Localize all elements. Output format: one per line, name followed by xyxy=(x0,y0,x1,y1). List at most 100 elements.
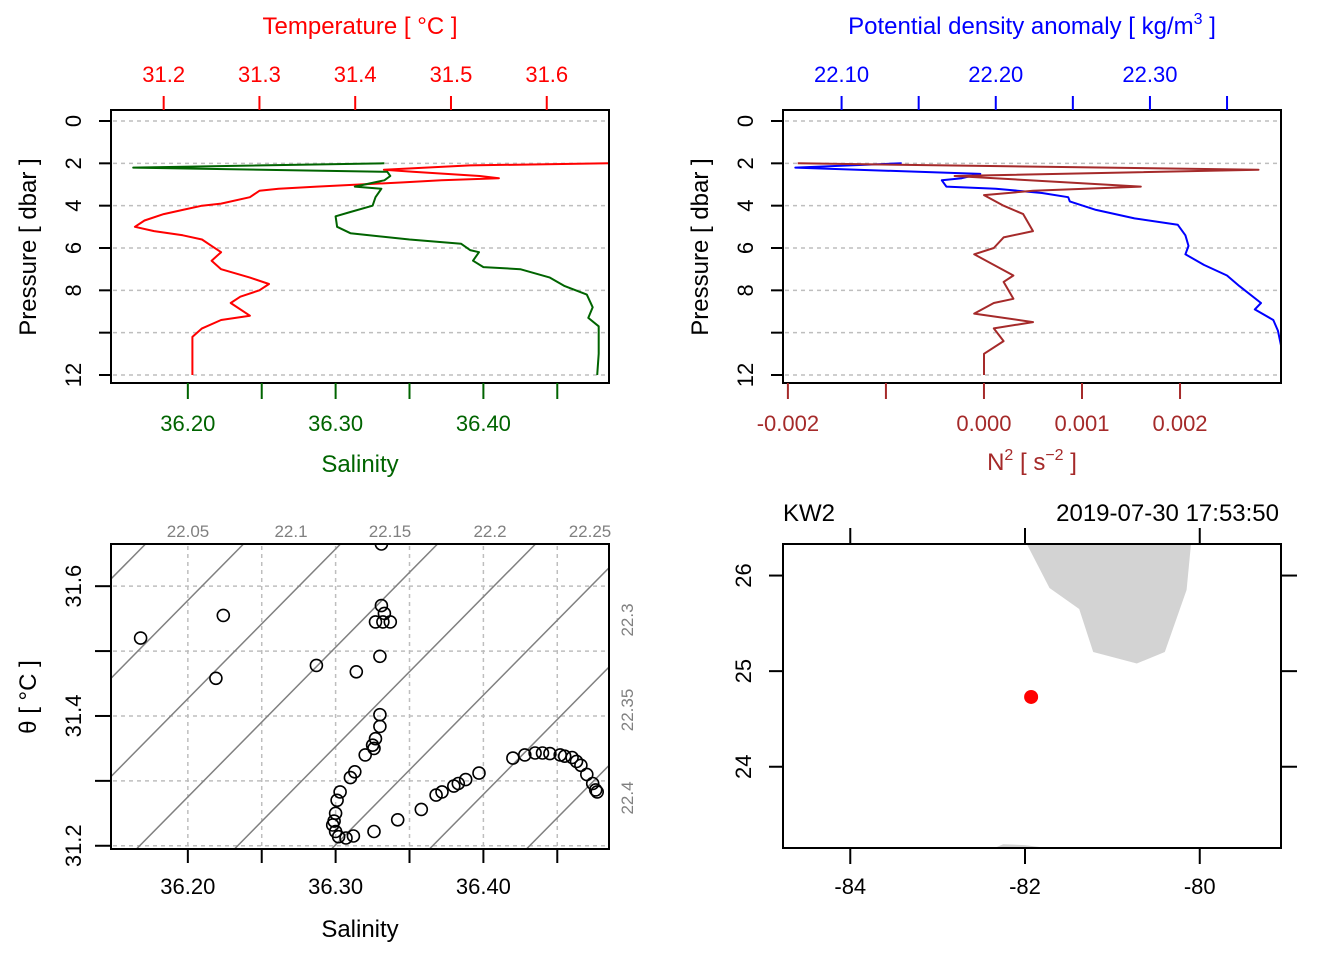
salinity-tick-label: 36.20 xyxy=(160,874,215,899)
isopycnal-line xyxy=(525,764,609,849)
ts-point xyxy=(367,824,381,839)
top-tick-label: 31.3 xyxy=(238,62,281,87)
pressure-axis-title: Pressure [ dbar ] xyxy=(15,158,42,335)
isopycnal-line xyxy=(111,544,245,680)
ts-point xyxy=(358,748,373,762)
ts-point xyxy=(368,615,383,629)
pressure-tick-label: 12 xyxy=(61,363,86,387)
potential-density-anomaly-line xyxy=(794,162,1282,375)
bottom-tick-label: 36.30 xyxy=(308,411,363,436)
theta-axis-title: θ [ °C ] xyxy=(15,660,42,734)
temperature-line xyxy=(133,162,610,375)
isopycnal-labels: 22.05 22.1 22.15 22.2 22.25 22.3 22.35 22.4 xyxy=(167,522,637,815)
pressure-axis: 0 2 4 6 8 12 xyxy=(61,115,111,387)
isopycnal-label: 22.4 xyxy=(618,781,637,814)
salinity-tick-label: 36.30 xyxy=(308,874,363,899)
top-tick-label: 31.6 xyxy=(525,62,568,87)
ts-point xyxy=(331,829,346,844)
pressure-tick-label: 12 xyxy=(733,363,758,387)
top-tick-label: 22.30 xyxy=(1122,62,1177,87)
ts-point xyxy=(451,776,466,791)
top-tick-label: 22.20 xyxy=(968,62,1023,87)
pressure-tick-label: 2 xyxy=(733,157,758,169)
ts-point xyxy=(373,719,387,734)
theta-tick-label: 31.6 xyxy=(61,565,86,608)
ts-point xyxy=(376,615,390,629)
ts-gridlines xyxy=(113,546,607,847)
isopycnal-label: 22.25 xyxy=(569,522,612,541)
isopycnal-line xyxy=(135,544,439,849)
ts-point xyxy=(373,707,387,722)
salinity-line xyxy=(132,162,600,376)
pressure-axis: 0 2 4 6 8 12 xyxy=(733,115,783,387)
ts-point xyxy=(557,749,572,764)
top-tick-label: 31.2 xyxy=(142,62,185,87)
top-tick-label: 31.4 xyxy=(334,62,377,87)
ts-point xyxy=(343,770,358,785)
ts-point xyxy=(517,748,532,762)
plot-frame xyxy=(110,109,610,384)
longitude-tick-label: -80 xyxy=(1184,874,1216,899)
density-axis-title: Potential density anomaly [ kg/m3 ] xyxy=(848,11,1216,40)
pressure-tick-label: 6 xyxy=(733,242,758,254)
profile-series xyxy=(794,162,1282,375)
isopycnal-label: 22.3 xyxy=(618,603,637,636)
ts-point xyxy=(579,767,594,782)
latitude-tick-label: 25 xyxy=(731,659,756,683)
ts-point xyxy=(374,598,389,613)
ts-point xyxy=(349,664,364,679)
ts-point xyxy=(346,829,361,843)
isopycnal-label: 22.35 xyxy=(618,689,637,732)
ts-point xyxy=(472,766,486,780)
pressure-gridlines xyxy=(785,120,1279,376)
station-timestamp: 2019-07-30 17:53:50 xyxy=(1056,500,1279,527)
salinity-axis: 36.20 36.30 36.40 xyxy=(160,383,559,436)
pressure-tick-label: 6 xyxy=(61,242,86,254)
latitude-tick-label: 24 xyxy=(731,754,756,778)
longitude-tick-label: -82 xyxy=(1009,874,1041,899)
ts-point xyxy=(339,831,353,845)
isopycnal-label: 22.2 xyxy=(473,522,506,541)
ts-point xyxy=(569,754,584,769)
ts-point xyxy=(588,783,603,797)
temperature-axis: 31.2 31.3 31.4 31.5 31.6 xyxy=(142,62,568,110)
pressure-gridlines xyxy=(113,120,607,376)
isopycnal-line xyxy=(233,544,537,849)
map-axes: -84 -82 -80 24 25 26 xyxy=(731,528,1297,899)
ts-point xyxy=(435,785,449,799)
longitude-tick-label: -84 xyxy=(834,874,866,899)
station-marker xyxy=(1024,689,1039,704)
ts-point xyxy=(390,812,405,827)
ts-point xyxy=(528,746,542,760)
ts-point xyxy=(565,750,579,765)
pressure-axis-title: Pressure [ dbar ] xyxy=(687,158,714,335)
theta-tick-label: 31.4 xyxy=(61,695,86,738)
top-tick-label: 22.10 xyxy=(814,62,869,87)
n2-line xyxy=(797,162,1260,375)
land-polygon xyxy=(1026,544,1191,664)
bottom-tick-label: 0.001 xyxy=(1054,411,1109,436)
isopycnal-line xyxy=(428,666,609,849)
pressure-tick-label: 8 xyxy=(733,284,758,296)
ts-point xyxy=(506,751,520,765)
profile-series xyxy=(132,162,610,376)
station-map-panel: -84 -82 -80 24 25 26 KW2 2019-07-30 17:53:50 xyxy=(731,500,1297,899)
pressure-tick-label: 8 xyxy=(61,284,86,296)
isopycnal-label: 22.15 xyxy=(369,522,412,541)
isopycnals xyxy=(111,544,609,849)
bottom-tick-label: 0.002 xyxy=(1152,411,1207,436)
salinity-axis-title: Salinity xyxy=(321,451,398,478)
map-frame xyxy=(782,543,1282,849)
ts-point xyxy=(383,615,398,629)
isopycnal-label: 22.1 xyxy=(274,522,307,541)
ts-point xyxy=(367,741,381,756)
ts-point xyxy=(585,776,600,791)
theta-tick-label: 31.2 xyxy=(61,824,86,867)
isopycnal-label: 22.05 xyxy=(167,522,210,541)
pressure-tick-label: 4 xyxy=(61,200,86,212)
density-n2-profile-panel: 0 2 4 6 8 12 22.10 22.20 22.30 -0.002 0.000 0.001… xyxy=(687,11,1282,476)
ts-point xyxy=(374,544,389,551)
latitude-tick-label: 26 xyxy=(731,563,756,587)
isopycnal-line xyxy=(111,544,147,581)
